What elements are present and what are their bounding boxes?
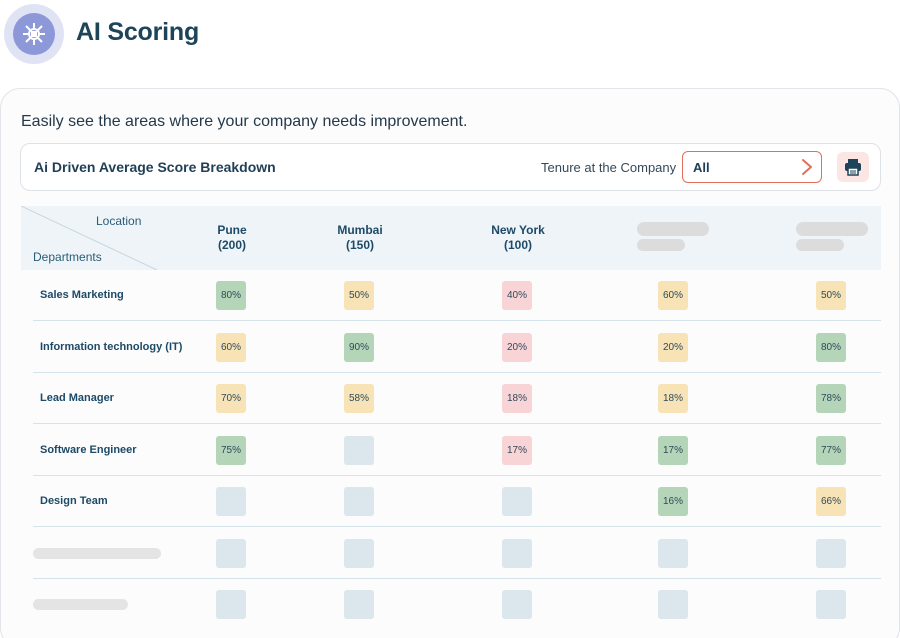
column-header: Pune (200) bbox=[192, 223, 272, 253]
score-cell: 20% bbox=[502, 333, 532, 362]
column-header-name: New York bbox=[491, 223, 545, 237]
score-cell: 90% bbox=[344, 333, 374, 362]
page-title: AI Scoring bbox=[76, 18, 200, 46]
tenure-label: Tenure at the Company bbox=[541, 160, 677, 175]
tenure-selected-value: All bbox=[693, 160, 710, 175]
score-cell: 80% bbox=[816, 333, 846, 362]
column-header-placeholder bbox=[796, 222, 868, 236]
score-toolbar: Ai Driven Average Score Breakdown Tenure… bbox=[20, 143, 881, 191]
score-cell: 77% bbox=[816, 436, 846, 465]
column-header-placeholder bbox=[796, 239, 844, 251]
department-label: Sales Marketing bbox=[40, 289, 124, 301]
score-cell: 17% bbox=[502, 436, 532, 465]
table-row: Design Team 16% 66% bbox=[33, 476, 881, 527]
score-cell-empty bbox=[344, 436, 374, 465]
score-cell: 58% bbox=[344, 384, 374, 413]
column-header: New York (100) bbox=[478, 223, 558, 253]
card-subtitle: Easily see the areas where your company … bbox=[21, 113, 468, 130]
score-cell-empty bbox=[816, 539, 846, 568]
score-cell-empty bbox=[216, 539, 246, 568]
app-logo bbox=[4, 4, 64, 64]
breakdown-title: Ai Driven Average Score Breakdown bbox=[34, 159, 276, 175]
table-row: Information technology (IT) 60% 90% 20% 20% 8… bbox=[33, 322, 881, 373]
score-cell-empty bbox=[502, 539, 532, 568]
column-header-name: Mumbai bbox=[337, 223, 383, 237]
column-header-count: (100) bbox=[503, 238, 532, 252]
department-label-placeholder bbox=[33, 599, 128, 610]
department-label: Information technology (IT) bbox=[40, 341, 183, 353]
score-cell-empty bbox=[344, 590, 374, 619]
column-header-placeholder bbox=[637, 222, 709, 236]
score-cell: 70% bbox=[216, 384, 246, 413]
score-cell: 60% bbox=[658, 281, 688, 310]
column-header: Mumbai (150) bbox=[320, 223, 400, 253]
location-header-label: Location bbox=[96, 214, 142, 228]
table-row bbox=[33, 579, 881, 630]
column-header-count: (200) bbox=[217, 238, 246, 252]
print-button[interactable] bbox=[837, 152, 869, 182]
score-cell-empty bbox=[816, 590, 846, 619]
department-label: Software Engineer bbox=[40, 444, 137, 456]
score-cell-empty bbox=[658, 539, 688, 568]
tenure-dropdown[interactable]: All bbox=[682, 151, 822, 183]
column-header-count: (150) bbox=[345, 238, 374, 252]
score-cell: 66% bbox=[816, 487, 846, 516]
department-label-placeholder bbox=[33, 548, 161, 559]
score-cell-empty bbox=[216, 487, 246, 516]
table-header: Location Departments Pune (200) Mumbai (150… bbox=[21, 206, 881, 270]
score-cell-empty bbox=[344, 487, 374, 516]
score-card: Easily see the areas where your company … bbox=[0, 88, 900, 638]
score-cell-empty bbox=[344, 539, 374, 568]
score-cell: 40% bbox=[502, 281, 532, 310]
table-row: Sales Marketing 80% 50% 40% 60% 50% bbox=[33, 270, 881, 321]
score-cell: 60% bbox=[216, 333, 246, 362]
score-cell-empty bbox=[502, 487, 532, 516]
departments-header-label: Departments bbox=[33, 250, 102, 264]
column-header-placeholder bbox=[637, 239, 685, 251]
score-cell: 17% bbox=[658, 436, 688, 465]
page-header: AI Scoring bbox=[0, 0, 900, 70]
score-cell-empty bbox=[502, 590, 532, 619]
table-row: Software Engineer 75% 17% 17% 77% bbox=[33, 425, 881, 476]
score-cell: 50% bbox=[816, 281, 846, 310]
chevron-right-icon bbox=[801, 158, 813, 181]
score-cell: 16% bbox=[658, 487, 688, 516]
score-cell: 75% bbox=[216, 436, 246, 465]
score-cell-empty bbox=[216, 590, 246, 619]
score-cell: 18% bbox=[658, 384, 688, 413]
score-cell-empty bbox=[658, 590, 688, 619]
column-header-name: Pune bbox=[217, 223, 247, 237]
score-cell: 78% bbox=[816, 384, 846, 413]
table-row: Lead Manager 70% 58% 18% 18% 78% bbox=[33, 373, 881, 424]
score-cell: 20% bbox=[658, 333, 688, 362]
score-cell: 50% bbox=[344, 281, 374, 310]
header-diagonal-divider bbox=[21, 206, 158, 270]
department-label: Design Team bbox=[40, 495, 108, 507]
department-label: Lead Manager bbox=[40, 392, 114, 404]
score-cell: 18% bbox=[502, 384, 532, 413]
ai-chip-icon bbox=[13, 13, 55, 55]
table-row bbox=[33, 528, 881, 579]
score-cell: 80% bbox=[216, 281, 246, 310]
